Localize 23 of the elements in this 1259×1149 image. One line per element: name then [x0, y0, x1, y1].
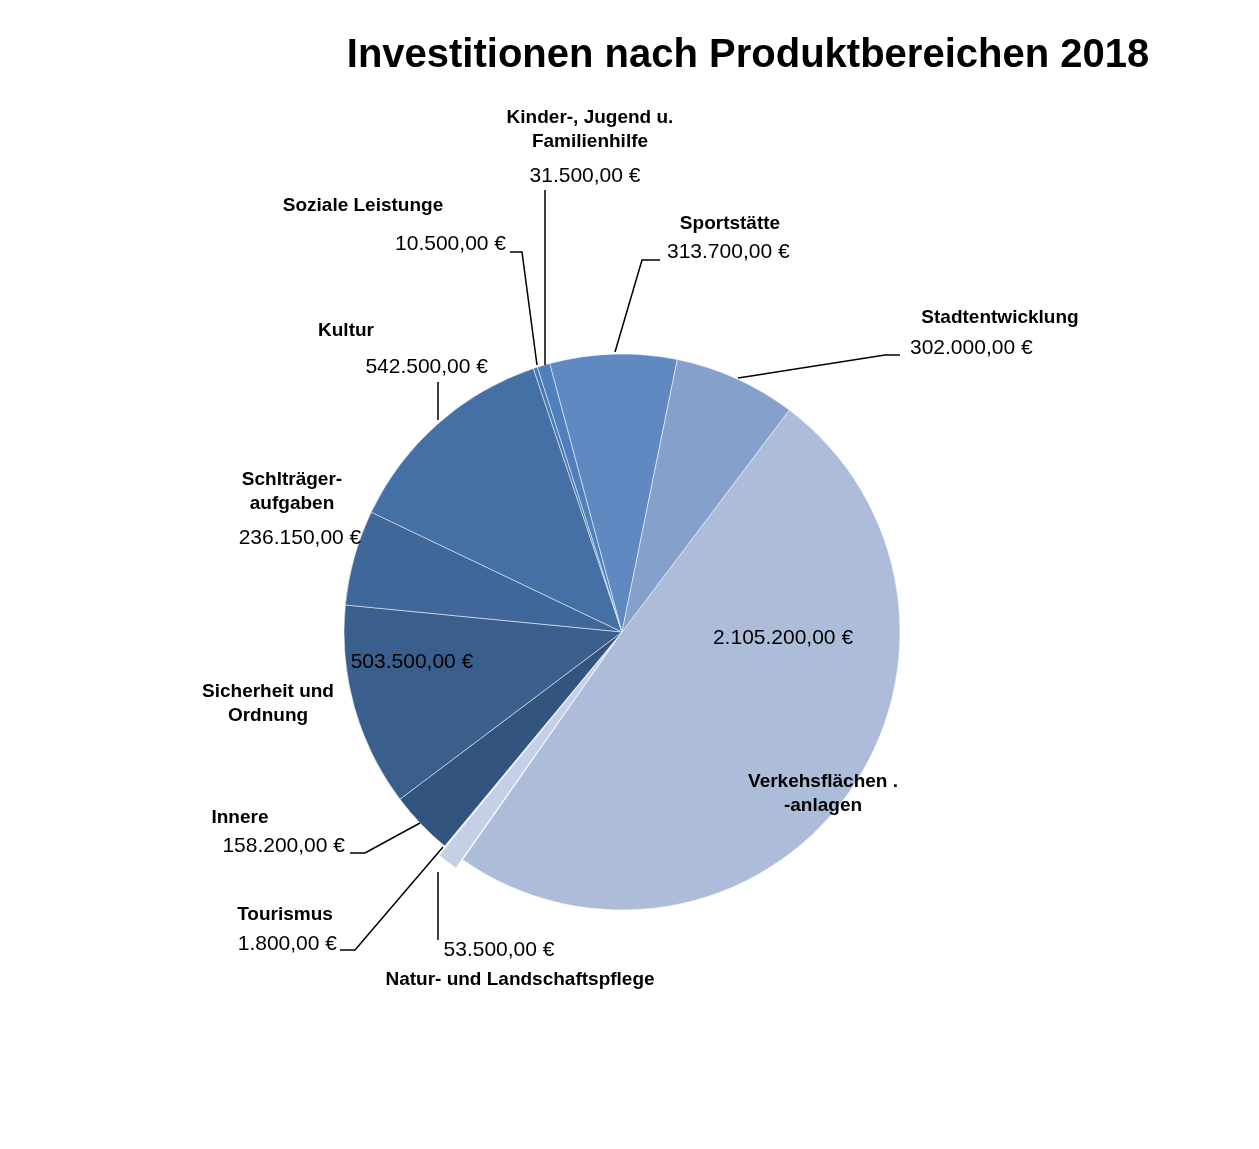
slice-label: Kinder-, Jugend u. Familienhilfe: [506, 106, 674, 152]
data-label: 2.105.200,00 €: [712, 624, 854, 648]
slice-label: Innere: [211, 806, 269, 828]
data-label: 31.500,00 €: [529, 162, 641, 186]
slice-label: Sportstätte: [679, 212, 781, 234]
data-label: 10.500,00 €: [395, 230, 507, 254]
data-label: 1.800,00 €: [237, 930, 338, 954]
data-label: 503.500,00 €: [350, 648, 474, 672]
slice-label: Verkehsflächen . -anlagen: [748, 770, 898, 816]
slice-label: Schlträger-aufgaben: [241, 468, 343, 514]
slice-label: Tourismus: [237, 903, 333, 925]
data-label: 158.200,00 €: [222, 832, 346, 856]
data-label: 236.150,00 €: [238, 524, 362, 548]
slice-label: Natur- und Landschaftspflege: [385, 968, 655, 990]
data-label: 313.700,00 €: [667, 238, 790, 262]
data-label: 53.500,00 €: [443, 936, 555, 960]
slice-label: Stadtentwicklung: [921, 306, 1079, 328]
data-label: 542.500,00 €: [365, 353, 489, 377]
chart-title: Investitionen nach Produktbereichen 2018: [346, 31, 1150, 76]
slice-label: Kultur: [318, 319, 375, 341]
data-label: 302.000,00 €: [910, 334, 1033, 358]
slice-label: Sicherheit und Ordnung: [202, 680, 334, 726]
slice-label: Soziale Leistunge: [282, 194, 444, 216]
